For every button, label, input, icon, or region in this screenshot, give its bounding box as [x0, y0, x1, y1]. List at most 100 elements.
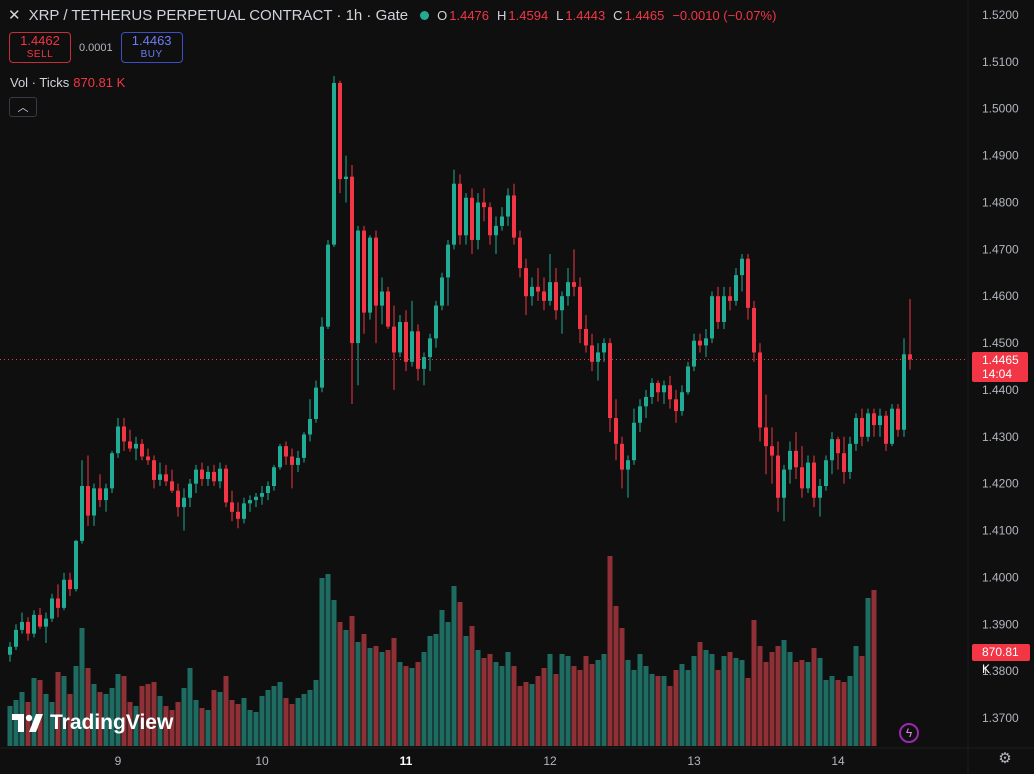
candle-body: [356, 230, 360, 344]
volume-bar: [169, 710, 175, 746]
volume-bar: [277, 682, 283, 746]
volume-bar: [37, 680, 43, 746]
volume-legend[interactable]: Vol · Ticks 870.81 K: [10, 75, 125, 90]
chevron-up-icon: ︿: [17, 102, 29, 114]
volume-bar: [847, 676, 853, 746]
volume-bar: [67, 694, 73, 746]
volume-bar: [763, 662, 769, 746]
candle-body: [668, 385, 672, 400]
collapse-legend-button[interactable]: ︿: [9, 97, 37, 117]
volume-bar: [547, 654, 553, 746]
candle-body: [626, 460, 630, 470]
candle-body: [14, 629, 18, 647]
tradingview-logo[interactable]: TradingView: [12, 711, 173, 735]
volume-bar: [829, 676, 835, 746]
candle-body: [38, 614, 42, 627]
volume-bar: [79, 628, 85, 746]
volume-bar: [43, 694, 49, 746]
volume-bar: [757, 646, 763, 746]
volume-bar: [745, 678, 751, 746]
buy-button[interactable]: 1.4463 BUY: [120, 32, 183, 63]
x-tick-label: 9: [115, 754, 122, 768]
candle-body: [596, 352, 600, 362]
y-tick-label: 1.4300: [982, 430, 1019, 444]
candle-body: [740, 258, 744, 276]
candle-body: [806, 462, 810, 489]
volume-bar: [313, 680, 319, 746]
candle-body: [884, 415, 888, 444]
volume-bar: [823, 680, 829, 746]
candle-body: [266, 486, 270, 494]
volume-bar: [187, 668, 193, 746]
volume-bar: [493, 662, 499, 746]
candle-body: [86, 486, 90, 516]
gear-icon[interactable]: ⚙: [998, 750, 1012, 767]
volume-bar: [205, 710, 211, 746]
volume-bar: [499, 666, 505, 746]
last-price-value: 1.4465: [982, 353, 1019, 367]
candle-body: [152, 460, 156, 480]
x-tick-label: 13: [687, 754, 701, 768]
sell-button[interactable]: 1.4462 SELL: [9, 32, 71, 63]
candle-body: [590, 345, 594, 362]
volume-bar: [163, 706, 169, 746]
volume-bar: [301, 694, 307, 746]
volume-bar: [397, 662, 403, 746]
candle-body: [512, 195, 516, 238]
bolt-icon[interactable]: ϟ: [899, 723, 919, 743]
candle-body: [68, 579, 72, 590]
volume-bar: [307, 690, 313, 746]
candle-body: [290, 456, 294, 465]
candle-body: [752, 307, 756, 353]
symbol-title[interactable]: XRP / TETHERUS PERPETUAL CONTRACT · 1h ·…: [28, 6, 409, 24]
candle-body: [542, 291, 546, 301]
candle-body: [854, 418, 858, 444]
candle-body: [470, 197, 474, 240]
candle-body: [26, 621, 30, 634]
candle-body: [728, 296, 732, 301]
last-price-tag: 1.4465 14:04: [972, 352, 1028, 382]
volume-bar: [181, 688, 187, 746]
volume-bar: [655, 676, 661, 746]
candle-body: [656, 382, 660, 393]
volume-bar: [223, 676, 229, 746]
volume-bar: [565, 656, 571, 746]
volume-bar: [577, 670, 583, 746]
volume-bar: [853, 646, 859, 746]
volume-bar: [619, 628, 625, 746]
volume-bar: [109, 688, 115, 746]
volume-bar: [133, 706, 139, 746]
y-tick-label: 1.4200: [982, 477, 1019, 491]
ohlc-low-label: L: [556, 7, 564, 23]
y-tick-label: 1.4100: [982, 524, 1019, 538]
volume-bar: [247, 710, 253, 746]
candle-body: [866, 413, 870, 437]
volume-bar: [103, 694, 109, 746]
volume-bar: [775, 646, 781, 746]
y-tick-label: 1.4600: [982, 289, 1019, 303]
candle-body: [776, 455, 780, 498]
volume-bar: [241, 698, 247, 746]
candle-body: [422, 357, 426, 369]
candle-body: [374, 237, 378, 306]
volume-bar: [13, 700, 19, 746]
candle-body: [368, 237, 372, 313]
volume-bar: [505, 652, 511, 746]
ohlc-change: −0.0010 (−0.07%): [672, 7, 777, 23]
volume-bar: [211, 690, 217, 746]
candle-body: [500, 216, 504, 226]
ohlc-close-label: C: [613, 7, 623, 23]
volume-bar: [643, 666, 649, 746]
volume-bar: [601, 654, 607, 746]
volume-bar: [409, 668, 415, 746]
candle-body: [554, 282, 558, 311]
candle-body: [32, 614, 36, 634]
close-icon[interactable]: ✕: [8, 7, 21, 24]
volume-bar: [85, 668, 91, 746]
volume-bar: [355, 642, 361, 746]
volume-bar: [649, 674, 655, 746]
candle-body: [902, 354, 906, 430]
volume-bar: [559, 654, 565, 746]
